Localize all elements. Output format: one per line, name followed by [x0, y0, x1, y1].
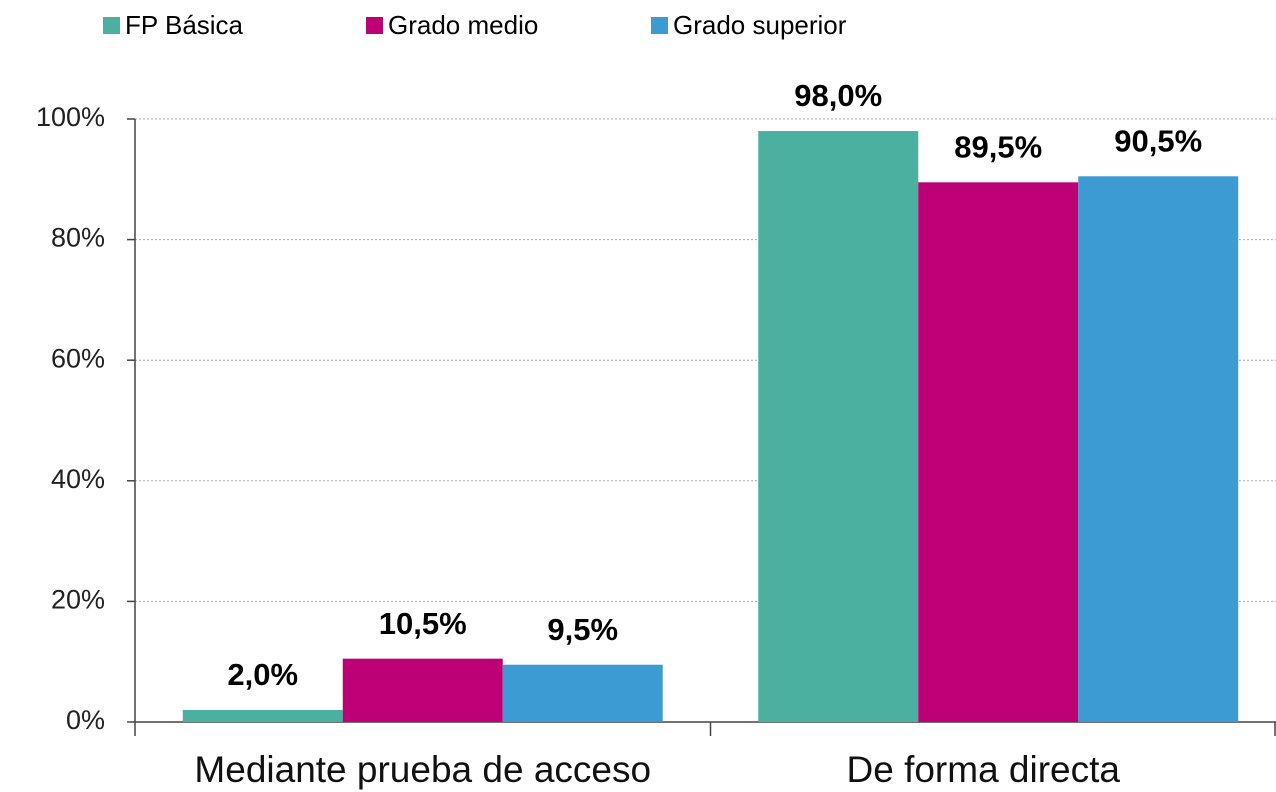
bar — [758, 131, 919, 722]
bar — [182, 709, 343, 722]
legend-swatch — [366, 17, 383, 34]
value-label: 98,0% — [794, 78, 882, 113]
value-label: 89,5% — [954, 130, 1042, 165]
value-label: 2,0% — [227, 657, 298, 692]
y-tick-label: 60% — [51, 343, 105, 373]
y-tick-label: 80% — [51, 223, 105, 253]
legend-label: Grado superior — [673, 10, 847, 40]
y-tick-label: 100% — [36, 102, 105, 132]
value-label: 10,5% — [379, 606, 467, 641]
y-tick-label: 20% — [51, 585, 105, 615]
bar — [502, 664, 663, 722]
legend-swatch — [651, 17, 668, 34]
legend-label: FP Básica — [125, 10, 244, 40]
bar — [918, 182, 1079, 722]
legend-swatch — [103, 17, 120, 34]
bar — [342, 658, 503, 722]
legend-label: Grado medio — [388, 10, 538, 40]
value-label: 9,5% — [547, 612, 618, 647]
x-tick-label: De forma directa — [847, 749, 1121, 790]
bar — [1078, 176, 1239, 722]
value-label: 90,5% — [1114, 123, 1202, 158]
y-tick-label: 0% — [66, 705, 105, 735]
x-tick-label: Mediante prueba de acceso — [194, 749, 651, 790]
y-tick-label: 40% — [51, 464, 105, 494]
